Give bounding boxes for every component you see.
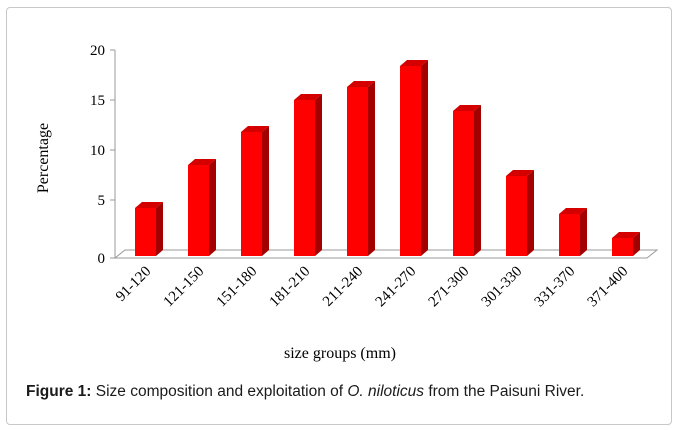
bar-front xyxy=(506,176,527,256)
x-tick-label: 271-300 xyxy=(426,264,473,311)
y-tick-label: 5 xyxy=(98,193,106,209)
bar-371-400 xyxy=(612,232,640,256)
bar-181-210 xyxy=(294,94,322,256)
bar-side xyxy=(633,232,640,256)
x-tick-label: 121-150 xyxy=(161,264,208,311)
bar-top xyxy=(612,232,640,238)
x-tick-label: 241-270 xyxy=(373,264,420,311)
bar-side xyxy=(421,60,428,256)
figure-caption: Figure 1: Size composition and exploitat… xyxy=(26,381,666,402)
figure-panel: 0 5 10 15 20 91-120 121-150 151-180 181-210 211-2… xyxy=(6,7,672,425)
y-tick-label: 10 xyxy=(90,143,105,159)
bar-front xyxy=(612,238,633,256)
bar-side xyxy=(527,170,534,256)
caption-label: Figure 1: xyxy=(26,383,92,400)
bar-271-300 xyxy=(453,105,481,256)
bar-front xyxy=(347,87,368,256)
bar-top xyxy=(453,105,481,111)
bar-211-240 xyxy=(347,81,375,256)
caption-text-before: Size composition and exploitation of xyxy=(91,383,348,400)
bar-151-180 xyxy=(241,126,269,256)
x-tick-label: 301-330 xyxy=(479,264,526,311)
x-tick-label: 151-180 xyxy=(214,264,261,311)
bar-331-370 xyxy=(559,208,587,256)
y-tick-label: 15 xyxy=(90,93,105,109)
bar-front xyxy=(453,111,474,256)
bar-top xyxy=(347,81,375,87)
bar-side xyxy=(368,81,375,256)
bar-side xyxy=(209,159,216,256)
bar-front xyxy=(241,132,262,256)
bar-side xyxy=(262,126,269,256)
bar-side xyxy=(315,94,322,256)
bar-front xyxy=(294,100,315,256)
chart-labels: 0 5 10 15 20 91-120 121-150 151-180 181-210 211-2… xyxy=(35,43,631,362)
bar-91-120 xyxy=(135,202,163,256)
bar-121-150 xyxy=(188,159,216,256)
bar-side xyxy=(156,202,163,256)
bar-top xyxy=(559,208,587,214)
bar-side xyxy=(474,105,481,256)
x-tick-label: 211-240 xyxy=(320,264,366,310)
x-axis-title: size groups (mm) xyxy=(284,345,396,362)
x-tick-label: 371-400 xyxy=(585,264,632,311)
y-tick-label: 20 xyxy=(90,43,105,59)
caption-text-after: from the Paisuni River. xyxy=(424,383,585,400)
bar-top xyxy=(294,94,322,100)
bar-front xyxy=(559,214,580,256)
bar-front xyxy=(400,66,421,256)
bar-top xyxy=(241,126,269,132)
bar-chart: 0 5 10 15 20 91-120 121-150 151-180 181-210 211-2… xyxy=(35,43,659,362)
bar-top xyxy=(188,159,216,165)
bar-301-330 xyxy=(506,170,534,256)
y-tick-label: 0 xyxy=(98,251,106,267)
caption-species: O. niloticus xyxy=(347,383,425,400)
bar-top xyxy=(506,170,534,176)
bar-241-270 xyxy=(400,60,428,256)
x-tick-label: 181-210 xyxy=(267,264,314,311)
bar-side xyxy=(580,208,587,256)
chart-bars xyxy=(135,60,640,256)
x-tick-label: 331-370 xyxy=(532,264,579,311)
bar-top xyxy=(400,60,428,66)
bar-front xyxy=(188,165,209,256)
bar-top xyxy=(135,202,163,208)
bar-front xyxy=(135,208,156,256)
y-axis-title: Percentage xyxy=(35,123,52,193)
x-tick-label: 91-120 xyxy=(113,264,154,305)
